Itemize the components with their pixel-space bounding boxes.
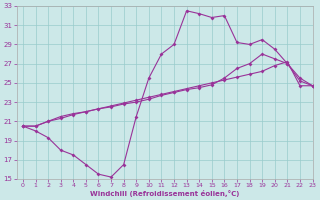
X-axis label: Windchill (Refroidissement éolien,°C): Windchill (Refroidissement éolien,°C) xyxy=(90,190,239,197)
